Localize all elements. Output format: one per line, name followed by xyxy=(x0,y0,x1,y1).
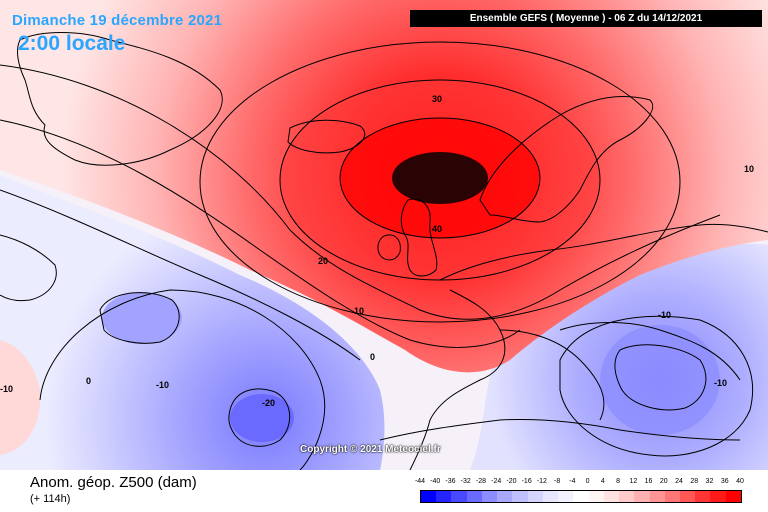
legend-swatch xyxy=(466,491,482,502)
legend-tick-label: 0 xyxy=(585,478,590,485)
forecast-local-time: 2:00 locale xyxy=(18,32,126,55)
legend-tick-label: -36 xyxy=(445,478,456,485)
legend-tick-label: -12 xyxy=(536,478,547,485)
legend-tick-label: -20 xyxy=(506,478,517,485)
legend-tick-label: 16 xyxy=(644,478,653,485)
legend-tick-label: -16 xyxy=(521,478,532,485)
legend-tick-label: -40 xyxy=(430,478,441,485)
legend-tick-label: -28 xyxy=(475,478,486,485)
legend-swatch xyxy=(451,491,467,502)
legend-tick-label: -8 xyxy=(554,478,561,485)
legend-swatch xyxy=(558,491,574,502)
legend-tick-label: 28 xyxy=(690,478,699,485)
contour-label: -10 xyxy=(714,378,727,388)
legend-swatch xyxy=(542,491,559,502)
anomaly-core xyxy=(392,152,488,204)
contour-label: 10 xyxy=(354,306,364,316)
contour-label: 40 xyxy=(432,224,442,234)
legend-tick-label: -44 xyxy=(414,478,426,485)
legend-swatch xyxy=(649,491,665,502)
legend-tick-label: -32 xyxy=(460,478,471,485)
model-run-banner: Ensemble GEFS ( Moyenne ) - 06 Z du 14/1… xyxy=(410,10,762,27)
negative-core-west xyxy=(230,394,294,442)
legend-swatch xyxy=(695,491,711,502)
contour-label: 30 xyxy=(432,94,442,104)
anomaly-map: 30 40 20 10 0 0 -10 -20 -10 -10 10 -10 xyxy=(0,0,768,470)
copyright-notice: Copyright © 2021 Meteociel.fr xyxy=(300,444,441,455)
legend-tick-label: 4 xyxy=(600,478,605,485)
legend-tick-label: 40 xyxy=(736,478,744,485)
contour-label: -10 xyxy=(156,380,169,390)
contour-label: 20 xyxy=(318,256,328,266)
forecast-date: Dimanche 19 décembre 2021 xyxy=(12,12,223,29)
legend-tick-label: 24 xyxy=(675,478,683,485)
legend-tick-label: 20 xyxy=(659,478,668,485)
legend-tick-label: 12 xyxy=(629,478,638,485)
legend-swatch xyxy=(421,491,437,502)
legend-tick-label: 8 xyxy=(616,478,621,485)
contour-label-group: 30 40 20 10 0 0 -10 -20 -10 -10 10 -10 xyxy=(0,94,754,408)
legend-tick-label: 32 xyxy=(705,478,714,485)
contour-label: -20 xyxy=(262,398,275,408)
color-legend xyxy=(420,490,742,503)
negative-core-west-2 xyxy=(102,292,182,344)
contour-label: 10 xyxy=(744,164,754,174)
chart-footer: Anom. géop. Z500 (dam) (+ 114h) -44 -40 -3… xyxy=(0,470,768,512)
negative-anomaly-west xyxy=(0,175,385,470)
legend-swatch xyxy=(588,491,604,502)
coastlines xyxy=(0,32,768,470)
legend-scale-labels: -44 -40 -36 -32 -28 -24 -20 -16 -12 -8 -4 0 4 8 12 16 20… xyxy=(410,478,754,490)
legend-swatch xyxy=(710,491,726,502)
legend-swatch xyxy=(436,491,452,502)
contour-label: -10 xyxy=(0,384,13,394)
negative-core-east xyxy=(600,325,720,435)
legend-swatch xyxy=(573,491,589,502)
parameter-title: Anom. géop. Z500 (dam) xyxy=(30,474,197,491)
legend-swatch xyxy=(527,491,543,502)
legend-tick-label: -24 xyxy=(491,478,502,485)
contour-label: 0 xyxy=(86,376,91,386)
legend-swatch xyxy=(512,491,528,502)
legend-swatch xyxy=(497,491,513,502)
legend-swatch xyxy=(679,491,696,502)
legend-swatch xyxy=(619,491,635,502)
legend-tick-label: 36 xyxy=(720,478,729,485)
legend-swatch xyxy=(725,491,741,502)
lead-time: (+ 114h) xyxy=(30,493,71,505)
legend-swatch xyxy=(634,491,650,502)
contour-label: -10 xyxy=(658,310,671,320)
legend-swatch xyxy=(603,491,620,502)
legend-swatch xyxy=(481,491,498,502)
positive-anomaly-far-west xyxy=(0,340,41,455)
contour-lines xyxy=(0,41,754,470)
contour-label: 0 xyxy=(370,352,375,362)
legend-tick-label: -4 xyxy=(569,478,576,485)
legend-swatch xyxy=(664,491,680,502)
